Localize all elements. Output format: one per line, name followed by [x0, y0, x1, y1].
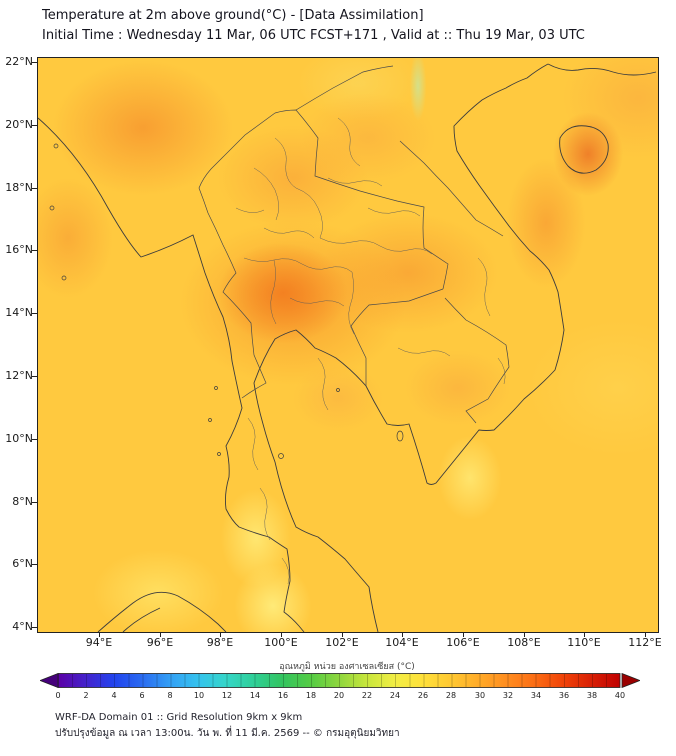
lon-label-108e: 108°E [507, 636, 541, 649]
colorbar-title: อุณหภูมิ หน่วย องศาเซลเซียส (°C) [279, 662, 415, 672]
cb-tick-34: 34 [530, 691, 542, 700]
lat-label-6n: 6°N [12, 557, 33, 570]
lat-tick [32, 62, 37, 63]
lat-tick [32, 439, 37, 440]
lat-label-18n: 18°N [5, 181, 33, 194]
lon-tick [402, 632, 403, 637]
lat-label-10n: 10°N [5, 432, 33, 445]
cb-tick-28: 28 [445, 691, 457, 700]
lon-label-110e: 110°E [567, 636, 601, 649]
lon-tick [160, 632, 161, 637]
map-subtitle: Initial Time : Wednesday 11 Mar, 06 UTC … [42, 28, 585, 43]
footer-update-info: ปรับปรุงข้อมูล ณ เวลา 13:00น. วัน พ. ที่… [55, 728, 400, 739]
cb-tick-30: 30 [474, 691, 486, 700]
colorbar [40, 673, 640, 688]
lon-label-112e: 112°E [628, 636, 662, 649]
boundaries-overlay [38, 63, 657, 632]
lon-tick [584, 632, 585, 637]
lat-tick [32, 125, 37, 126]
cb-tick-32: 32 [502, 691, 514, 700]
lat-tick [32, 250, 37, 251]
cb-tick-10: 10 [193, 691, 205, 700]
lat-label-8n: 8°N [12, 495, 33, 508]
lon-tick [281, 632, 282, 637]
lat-tick [32, 627, 37, 628]
lat-tick [32, 502, 37, 503]
lat-tick [32, 313, 37, 314]
map-canvas [37, 57, 659, 633]
lon-tick [342, 632, 343, 637]
page-header: Temperature at 2m above ground(°C) - [Da… [42, 6, 585, 45]
lon-tick [220, 632, 221, 637]
lon-label-102e: 102°E [325, 636, 359, 649]
coastlines [38, 63, 657, 632]
province-borders [235, 117, 506, 585]
cb-tick-8: 8 [167, 691, 173, 700]
colorbar-gradient [57, 673, 621, 688]
cb-tick-12: 12 [221, 691, 233, 700]
lon-label-96e: 96°E [146, 636, 174, 649]
cb-tick-24: 24 [389, 691, 401, 700]
lat-tick [32, 376, 37, 377]
cb-tick-18: 18 [305, 691, 317, 700]
cb-tick-4: 4 [111, 691, 117, 700]
lat-tick [32, 564, 37, 565]
lon-tick [645, 632, 646, 637]
lat-label-22n: 22°N [5, 55, 33, 68]
lon-tick [524, 632, 525, 637]
lon-label-106e: 106°E [446, 636, 480, 649]
cb-tick-38: 38 [586, 691, 598, 700]
lat-label-16n: 16°N [5, 243, 33, 256]
cb-tick-40: 40 [614, 691, 626, 700]
lat-tick [32, 188, 37, 189]
country-borders [198, 65, 510, 424]
cb-tick-6: 6 [139, 691, 145, 700]
lon-label-94e: 94°E [85, 636, 113, 649]
colorbar-right-arrow [621, 673, 640, 688]
cb-tick-22: 22 [361, 691, 373, 700]
cb-tick-0: 0 [55, 691, 61, 700]
lon-tick [99, 632, 100, 637]
lat-label-4n: 4°N [12, 620, 33, 633]
lat-label-14n: 14°N [5, 306, 33, 319]
cb-tick-14: 14 [249, 691, 261, 700]
lon-label-98e: 98°E [206, 636, 234, 649]
cb-tick-26: 26 [417, 691, 429, 700]
cb-tick-2: 2 [83, 691, 89, 700]
map-title: Temperature at 2m above ground(°C) - [Da… [42, 8, 424, 23]
cb-tick-20: 20 [333, 691, 345, 700]
lat-label-20n: 20°N [5, 118, 33, 131]
lon-label-104e: 104°E [385, 636, 419, 649]
cb-tick-36: 36 [558, 691, 570, 700]
lon-label-100e: 100°E [264, 636, 298, 649]
page-footer: WRF-DA Domain 01 :: Grid Resolution 9km … [55, 710, 400, 742]
temperature-shading [38, 58, 658, 632]
lon-tick [463, 632, 464, 637]
colorbar-left-arrow [40, 673, 59, 688]
islands [49, 143, 404, 459]
lat-label-12n: 12°N [5, 369, 33, 382]
footer-domain-info: WRF-DA Domain 01 :: Grid Resolution 9km … [55, 712, 303, 723]
cb-tick-16: 16 [277, 691, 289, 700]
